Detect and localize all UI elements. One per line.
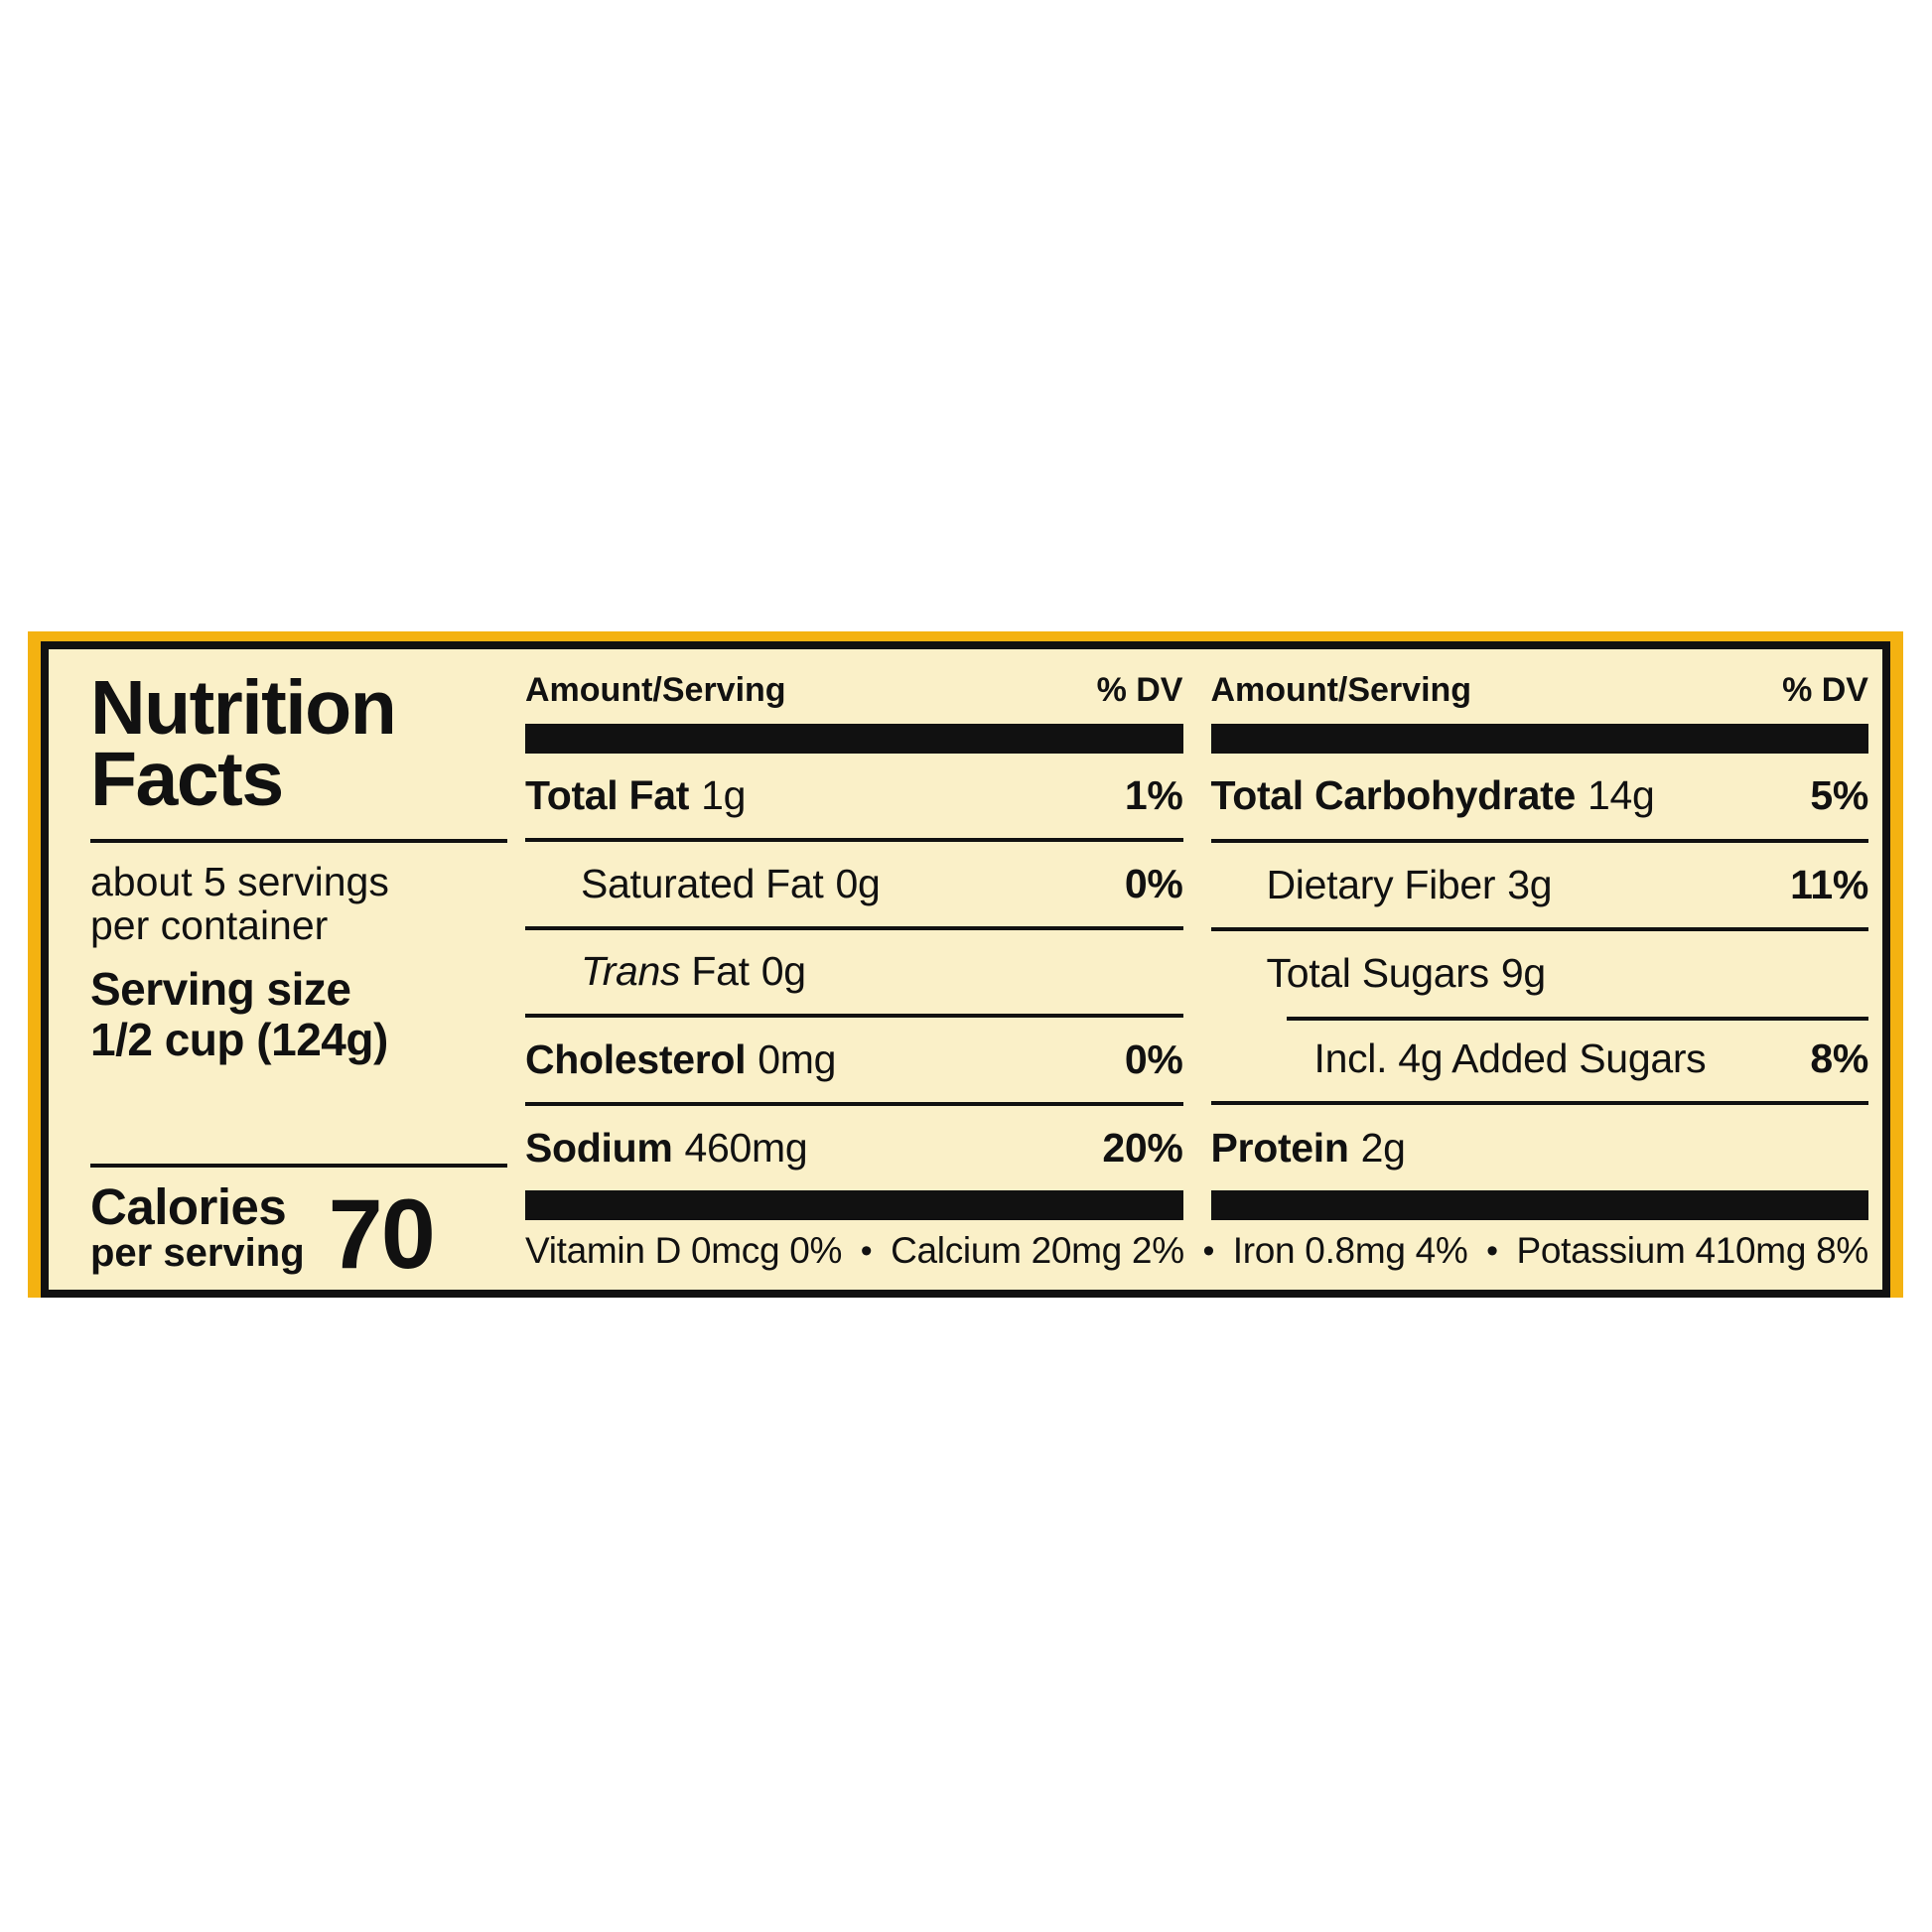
- micronutrients-line: Vitamin D 0mcg 0% • Calcium 20mg 2% • Ir…: [525, 1220, 1868, 1290]
- row-label: Incl. 4g Added Sugars: [1314, 1035, 1719, 1082]
- row-dietary-fiber: Dietary Fiber 3g 11%: [1210, 838, 1868, 928]
- nutrient-name: Total Carbohydrate: [1210, 772, 1577, 819]
- header-bar: [525, 724, 1183, 754]
- row-sodium: Sodium 460mg 20%: [525, 1102, 1183, 1190]
- label-title: Nutrition Facts: [90, 665, 507, 822]
- label-title-line1: Nutrition: [90, 665, 397, 751]
- nutrient-name: Dietary Fiber: [1266, 861, 1496, 907]
- row-label: Total Carbohydrate 14g: [1211, 772, 1655, 819]
- micro-calcium: Calcium 20mg 2%: [891, 1230, 1184, 1271]
- nutrient-name: Fat: [680, 948, 750, 995]
- nutrient-dv: 5%: [1810, 772, 1868, 819]
- micro-iron: Iron 0.8mg 4%: [1232, 1230, 1468, 1271]
- nutrient-name: Protein: [1210, 1124, 1349, 1171]
- row-label: Total Fat 1g: [525, 772, 746, 819]
- header-amount-serving: Amount/Serving: [1210, 671, 1472, 709]
- divider: [90, 1164, 507, 1168]
- nutrient-dv: 20%: [1102, 1125, 1183, 1172]
- nutrient-amount: 1g: [701, 771, 747, 818]
- nutrient-name: Cholesterol: [525, 1036, 747, 1083]
- header-percent-dv: % DV: [1782, 671, 1868, 709]
- nutrient-amount: 2g: [1360, 1124, 1406, 1171]
- serving-size-value: 1/2 cup (124g): [90, 1014, 388, 1066]
- calories-labels: Calories per serving: [90, 1181, 305, 1274]
- nutrient-dv: 0%: [1124, 860, 1183, 906]
- nutrient-name: Total Fat: [525, 771, 690, 818]
- nutrient-name: Sodium: [525, 1125, 673, 1172]
- nutrient-columns-wrap: Amount/Serving % DV Total Fat 1g 1% Satur…: [525, 669, 1868, 1290]
- nutrition-facts-label: Nutrition Facts about 5 servings per con…: [28, 631, 1903, 1298]
- calories-row: Calories per serving 70: [90, 1177, 507, 1289]
- nutrient-rows: Total Fat 1g 1% Saturated Fat 0g 0% Trans …: [525, 754, 1183, 1190]
- nutrient-amount: 14g: [1587, 772, 1655, 819]
- label-title-column: Nutrition Facts about 5 servings per con…: [90, 669, 525, 1290]
- nutrient-rows: Total Carbohydrate 14g 5% Dietary Fiber 3g…: [1210, 754, 1869, 1190]
- header-percent-dv: % DV: [1096, 671, 1183, 709]
- nutrient-dv: 1%: [1124, 771, 1183, 818]
- nutrient-name: Incl. 4g Added Sugars: [1313, 1035, 1707, 1082]
- row-protein: Protein 2g: [1210, 1101, 1868, 1190]
- row-label: Dietary Fiber 3g: [1267, 862, 1553, 908]
- row-total-fat: Total Fat 1g 1%: [525, 754, 1183, 838]
- serving-size-label: Serving size: [90, 962, 351, 1015]
- label-title-line2: Facts: [90, 736, 284, 822]
- servings-line2: per container: [90, 902, 329, 949]
- header-bar: [1210, 724, 1868, 754]
- nutrient-name-italic: Trans: [581, 948, 681, 995]
- micro-vitamin-d: Vitamin D 0mcg 0%: [525, 1230, 843, 1271]
- row-label: Trans Fat 0g: [581, 948, 806, 995]
- footer-bar: [1210, 1190, 1868, 1220]
- divider: [90, 839, 507, 844]
- nutrient-amount: 9g: [1500, 950, 1546, 997]
- footer-bar: [525, 1190, 1183, 1220]
- micro-potassium: Potassium 410mg 8%: [1516, 1230, 1868, 1271]
- nutrient-amount: 460mg: [684, 1125, 808, 1172]
- row-label: Total Sugars 9g: [1266, 950, 1547, 997]
- row-total-sugars: Total Sugars 9g: [1210, 927, 1868, 1017]
- calories-block: Calories per serving 70: [90, 1164, 507, 1290]
- row-label: Sodium 460mg: [525, 1125, 808, 1172]
- row-saturated-fat: Saturated Fat 0g 0%: [525, 837, 1183, 926]
- row-total-carbohydrate: Total Carbohydrate 14g 5%: [1211, 754, 1869, 839]
- nutrient-columns: Amount/Serving % DV Total Fat 1g 1% Satur…: [525, 669, 1868, 1220]
- calories-label: Calories: [90, 1178, 287, 1235]
- header-amount-serving: Amount/Serving: [525, 671, 786, 709]
- calories-value: 70: [328, 1177, 436, 1289]
- nutrient-dv: 11%: [1790, 861, 1868, 907]
- nutrient-name: Total Sugars: [1266, 950, 1490, 997]
- row-added-sugars: Incl. 4g Added Sugars 8%: [1211, 1016, 1868, 1102]
- label-panel: Nutrition Facts about 5 servings per con…: [41, 641, 1890, 1298]
- column-header: Amount/Serving % DV: [1211, 669, 1869, 724]
- nutrient-dv: 0%: [1124, 1036, 1183, 1083]
- nutrient-amount: 0g: [760, 948, 806, 995]
- row-label: Saturated Fat 0g: [581, 861, 881, 907]
- row-cholesterol: Cholesterol 0mg 0%: [525, 1014, 1183, 1102]
- nutrient-amount: 0mg: [758, 1036, 837, 1083]
- bullet-separator: •: [860, 1231, 873, 1270]
- bullet-separator: •: [1486, 1231, 1498, 1270]
- nutrient-name: Saturated Fat: [581, 860, 824, 906]
- column-header: Amount/Serving % DV: [525, 669, 1183, 724]
- bullet-separator: •: [1202, 1231, 1215, 1270]
- row-trans-fat: Trans Fat 0g: [525, 925, 1183, 1015]
- servings-line1: about 5 servings: [90, 859, 389, 905]
- serving-size: Serving size 1/2 cup (124g): [90, 962, 507, 1066]
- nutrient-dv: 8%: [1810, 1035, 1868, 1082]
- nutrient-column-right: Amount/Serving % DV Total Carbohydrate 14…: [1210, 669, 1869, 1220]
- nutrient-amount: 3g: [1507, 861, 1553, 907]
- row-label: Protein 2g: [1211, 1125, 1406, 1172]
- calories-sublabel: per serving: [90, 1231, 305, 1275]
- row-label: Cholesterol 0mg: [525, 1036, 836, 1083]
- nutrient-amount: 0g: [835, 860, 881, 906]
- servings-per-container: about 5 servings per container: [90, 859, 507, 949]
- nutrient-column-left: Amount/Serving % DV Total Fat 1g 1% Satur…: [525, 669, 1183, 1220]
